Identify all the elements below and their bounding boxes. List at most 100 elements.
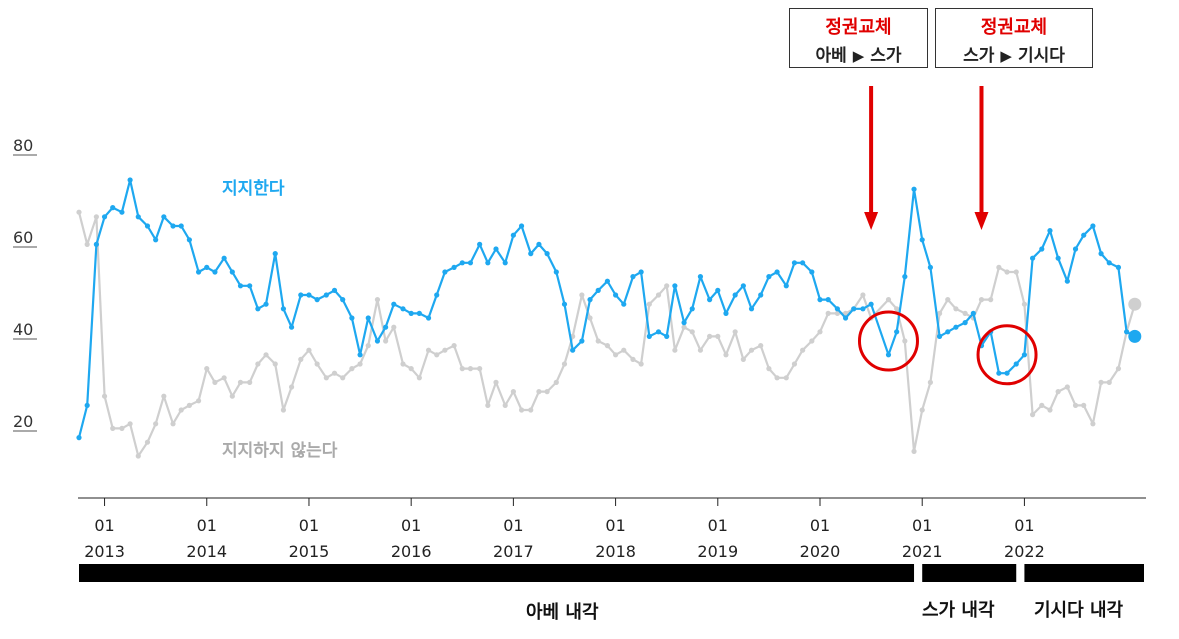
data-point — [996, 370, 1002, 376]
data-point — [697, 274, 704, 280]
data-point — [391, 324, 397, 330]
y-tick-label: 60 — [13, 228, 33, 247]
data-point — [477, 241, 483, 247]
x-tick-year: 2018 — [595, 542, 636, 561]
x-tick-month: 01 — [503, 516, 523, 535]
data-point — [774, 269, 780, 275]
data-point — [434, 292, 440, 298]
data-point — [809, 269, 815, 275]
data-point — [646, 333, 652, 339]
data-point — [144, 439, 151, 445]
data-point — [587, 315, 593, 321]
data-point — [528, 407, 534, 413]
series-lines — [76, 177, 1142, 459]
data-point — [800, 347, 806, 353]
data-point — [962, 320, 968, 326]
series-label-nonsupport: 지지하지 않는다 — [222, 441, 338, 461]
data-point — [1106, 379, 1112, 385]
x-tick-month: 01 — [1014, 516, 1034, 535]
data-point — [561, 301, 568, 307]
x-tick-year: 2017 — [493, 542, 534, 561]
data-point — [885, 352, 892, 358]
data-point — [553, 269, 559, 275]
cabinet-label-abe: 아베 내각 — [526, 602, 599, 623]
annotation-title-2: 정권교체 — [980, 17, 1048, 38]
x-tick-month: 01 — [299, 516, 319, 535]
data-point — [1004, 269, 1010, 275]
data-point — [783, 375, 789, 381]
data-point — [204, 366, 210, 372]
data-point — [945, 329, 951, 335]
x-tick-year: 2013 — [84, 542, 125, 561]
data-point — [630, 274, 636, 280]
data-point — [1064, 278, 1070, 284]
data-point — [1098, 251, 1104, 257]
data-point — [1115, 366, 1122, 372]
data-point — [1039, 246, 1045, 252]
data-point — [365, 343, 371, 349]
data-point — [434, 352, 440, 358]
data-point — [646, 301, 652, 307]
annotation-to-1: 스가 — [870, 46, 902, 66]
data-point — [1090, 223, 1096, 229]
data-point — [306, 292, 312, 298]
data-point — [962, 310, 968, 316]
data-point — [408, 310, 414, 316]
data-point — [715, 287, 721, 293]
data-point — [681, 324, 687, 330]
data-point — [451, 343, 457, 349]
data-point — [1004, 370, 1010, 376]
data-point — [1064, 384, 1070, 390]
data-point — [1013, 361, 1019, 367]
data-point — [357, 352, 363, 358]
play-arrow-icon: ▶ — [1000, 47, 1012, 65]
data-point — [119, 209, 125, 215]
data-point — [927, 264, 933, 270]
data-point — [349, 366, 355, 372]
data-point — [186, 237, 192, 243]
data-point — [221, 255, 227, 261]
data-point — [919, 237, 925, 243]
data-point — [1013, 269, 1019, 275]
y-axis: 20 40 60 80 — [13, 136, 37, 432]
data-point — [579, 292, 585, 298]
data-point — [101, 214, 108, 220]
annotation-marks — [857, 86, 1038, 386]
data-point — [485, 402, 491, 408]
data-point — [1029, 412, 1036, 418]
data-point — [842, 315, 849, 321]
data-point — [416, 310, 422, 316]
data-point — [544, 389, 550, 395]
data-point — [553, 379, 559, 385]
cabinet-bar — [79, 564, 915, 582]
data-point — [1047, 228, 1053, 234]
data-point — [672, 283, 678, 289]
data-point — [178, 407, 184, 413]
red-arrow-head — [864, 212, 879, 230]
data-point — [374, 338, 381, 344]
data-point — [298, 292, 304, 298]
data-point — [110, 425, 116, 431]
data-point — [1081, 232, 1087, 238]
data-point — [459, 366, 465, 372]
data-point — [1106, 260, 1112, 266]
x-tick-month: 01 — [94, 516, 114, 535]
data-point — [689, 306, 695, 312]
annotation-box-2: 정권교체 스가 ▶ 기시다 — [935, 8, 1093, 68]
data-point — [851, 306, 857, 312]
data-point — [1128, 329, 1142, 343]
data-point — [970, 310, 976, 316]
data-point — [664, 333, 670, 339]
data-point — [723, 310, 729, 316]
data-point — [110, 205, 116, 211]
data-point — [1029, 255, 1036, 261]
data-point — [229, 393, 235, 399]
data-point — [664, 283, 670, 289]
data-point — [902, 274, 908, 280]
data-point — [740, 356, 746, 362]
cabinet-bars — [79, 564, 1144, 582]
data-point — [391, 301, 397, 307]
data-point — [93, 241, 99, 247]
data-point — [84, 402, 90, 408]
x-tick-year: 2021 — [902, 542, 943, 561]
